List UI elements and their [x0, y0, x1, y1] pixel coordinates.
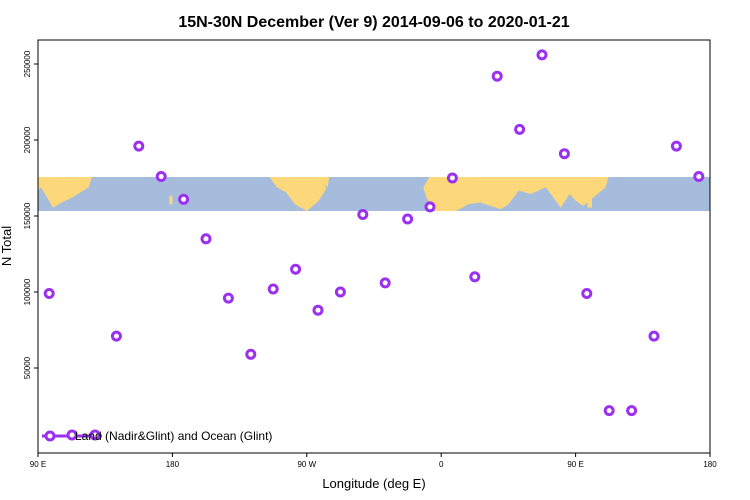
- y-axis-label: N Total: [0, 226, 14, 266]
- land-mass: [423, 177, 609, 211]
- x-tick-label: 90 E: [567, 460, 583, 469]
- land-mass: [38, 177, 92, 208]
- data-point: [110, 330, 122, 342]
- data-point: [648, 330, 660, 342]
- data-point: [469, 271, 481, 283]
- x-axis: 90 E 180 90 W 0 90 E 180: [30, 453, 717, 469]
- data-point: [155, 171, 167, 182]
- data-point: [424, 201, 436, 213]
- data-point: [357, 209, 369, 220]
- data-point: [670, 140, 682, 152]
- data-point: [312, 304, 324, 316]
- legend-label: Land (Nadir&Glint) and Ocean (Glint): [75, 429, 272, 443]
- data-point: [267, 283, 279, 295]
- data-point: [514, 123, 526, 135]
- chart-title: 15N-30N December (Ver 9) 2014-09-06 to 2…: [178, 14, 569, 31]
- x-tick-label: 180: [703, 460, 717, 469]
- plot-frame: [37, 39, 711, 454]
- data-point: [200, 233, 212, 245]
- x-tick-label: 90 W: [297, 460, 316, 469]
- data-point: [693, 171, 705, 182]
- data-point: [402, 213, 414, 225]
- y-tick-label: 150000: [23, 202, 32, 229]
- data-point: [379, 277, 391, 289]
- x-axis-label: Longitude (deg E): [322, 476, 425, 491]
- data-point: [626, 405, 638, 417]
- land-mass: [320, 177, 330, 188]
- data-point: [334, 286, 346, 298]
- ocean-band: [38, 177, 710, 211]
- data-point: [178, 193, 190, 205]
- data-point: [245, 348, 257, 360]
- data-point: [536, 49, 548, 61]
- land-mass: [269, 177, 327, 211]
- y-tick-label: 50000: [23, 356, 32, 379]
- y-tick-label: 200000: [23, 126, 32, 153]
- x-tick-label: 90 E: [30, 460, 46, 469]
- land-mass: [169, 195, 173, 205]
- data-point: [558, 148, 570, 160]
- data-point: [491, 70, 503, 82]
- y-tick-label: 100000: [23, 278, 32, 305]
- data-point: [43, 288, 55, 299]
- y-axis: 50000 100000 150000 200000 250000: [23, 50, 38, 379]
- data-point: [603, 405, 615, 417]
- legend: Land (Nadir&Glint) and Ocean (Glint): [42, 429, 272, 443]
- legend-marker: [89, 429, 101, 441]
- world-map-band: [38, 177, 710, 211]
- data-point: [222, 292, 234, 304]
- x-tick-label: 180: [166, 460, 180, 469]
- data-point: [133, 140, 145, 152]
- legend-marker: [66, 429, 78, 441]
- x-tick-label: 0: [439, 460, 444, 469]
- data-point: [446, 172, 458, 184]
- data-point: [290, 263, 302, 275]
- data-point: [581, 288, 593, 299]
- land-mass: [587, 195, 592, 208]
- data-points: [43, 49, 705, 417]
- y-tick-label: 250000: [23, 50, 32, 77]
- legend-marker: [44, 430, 56, 442]
